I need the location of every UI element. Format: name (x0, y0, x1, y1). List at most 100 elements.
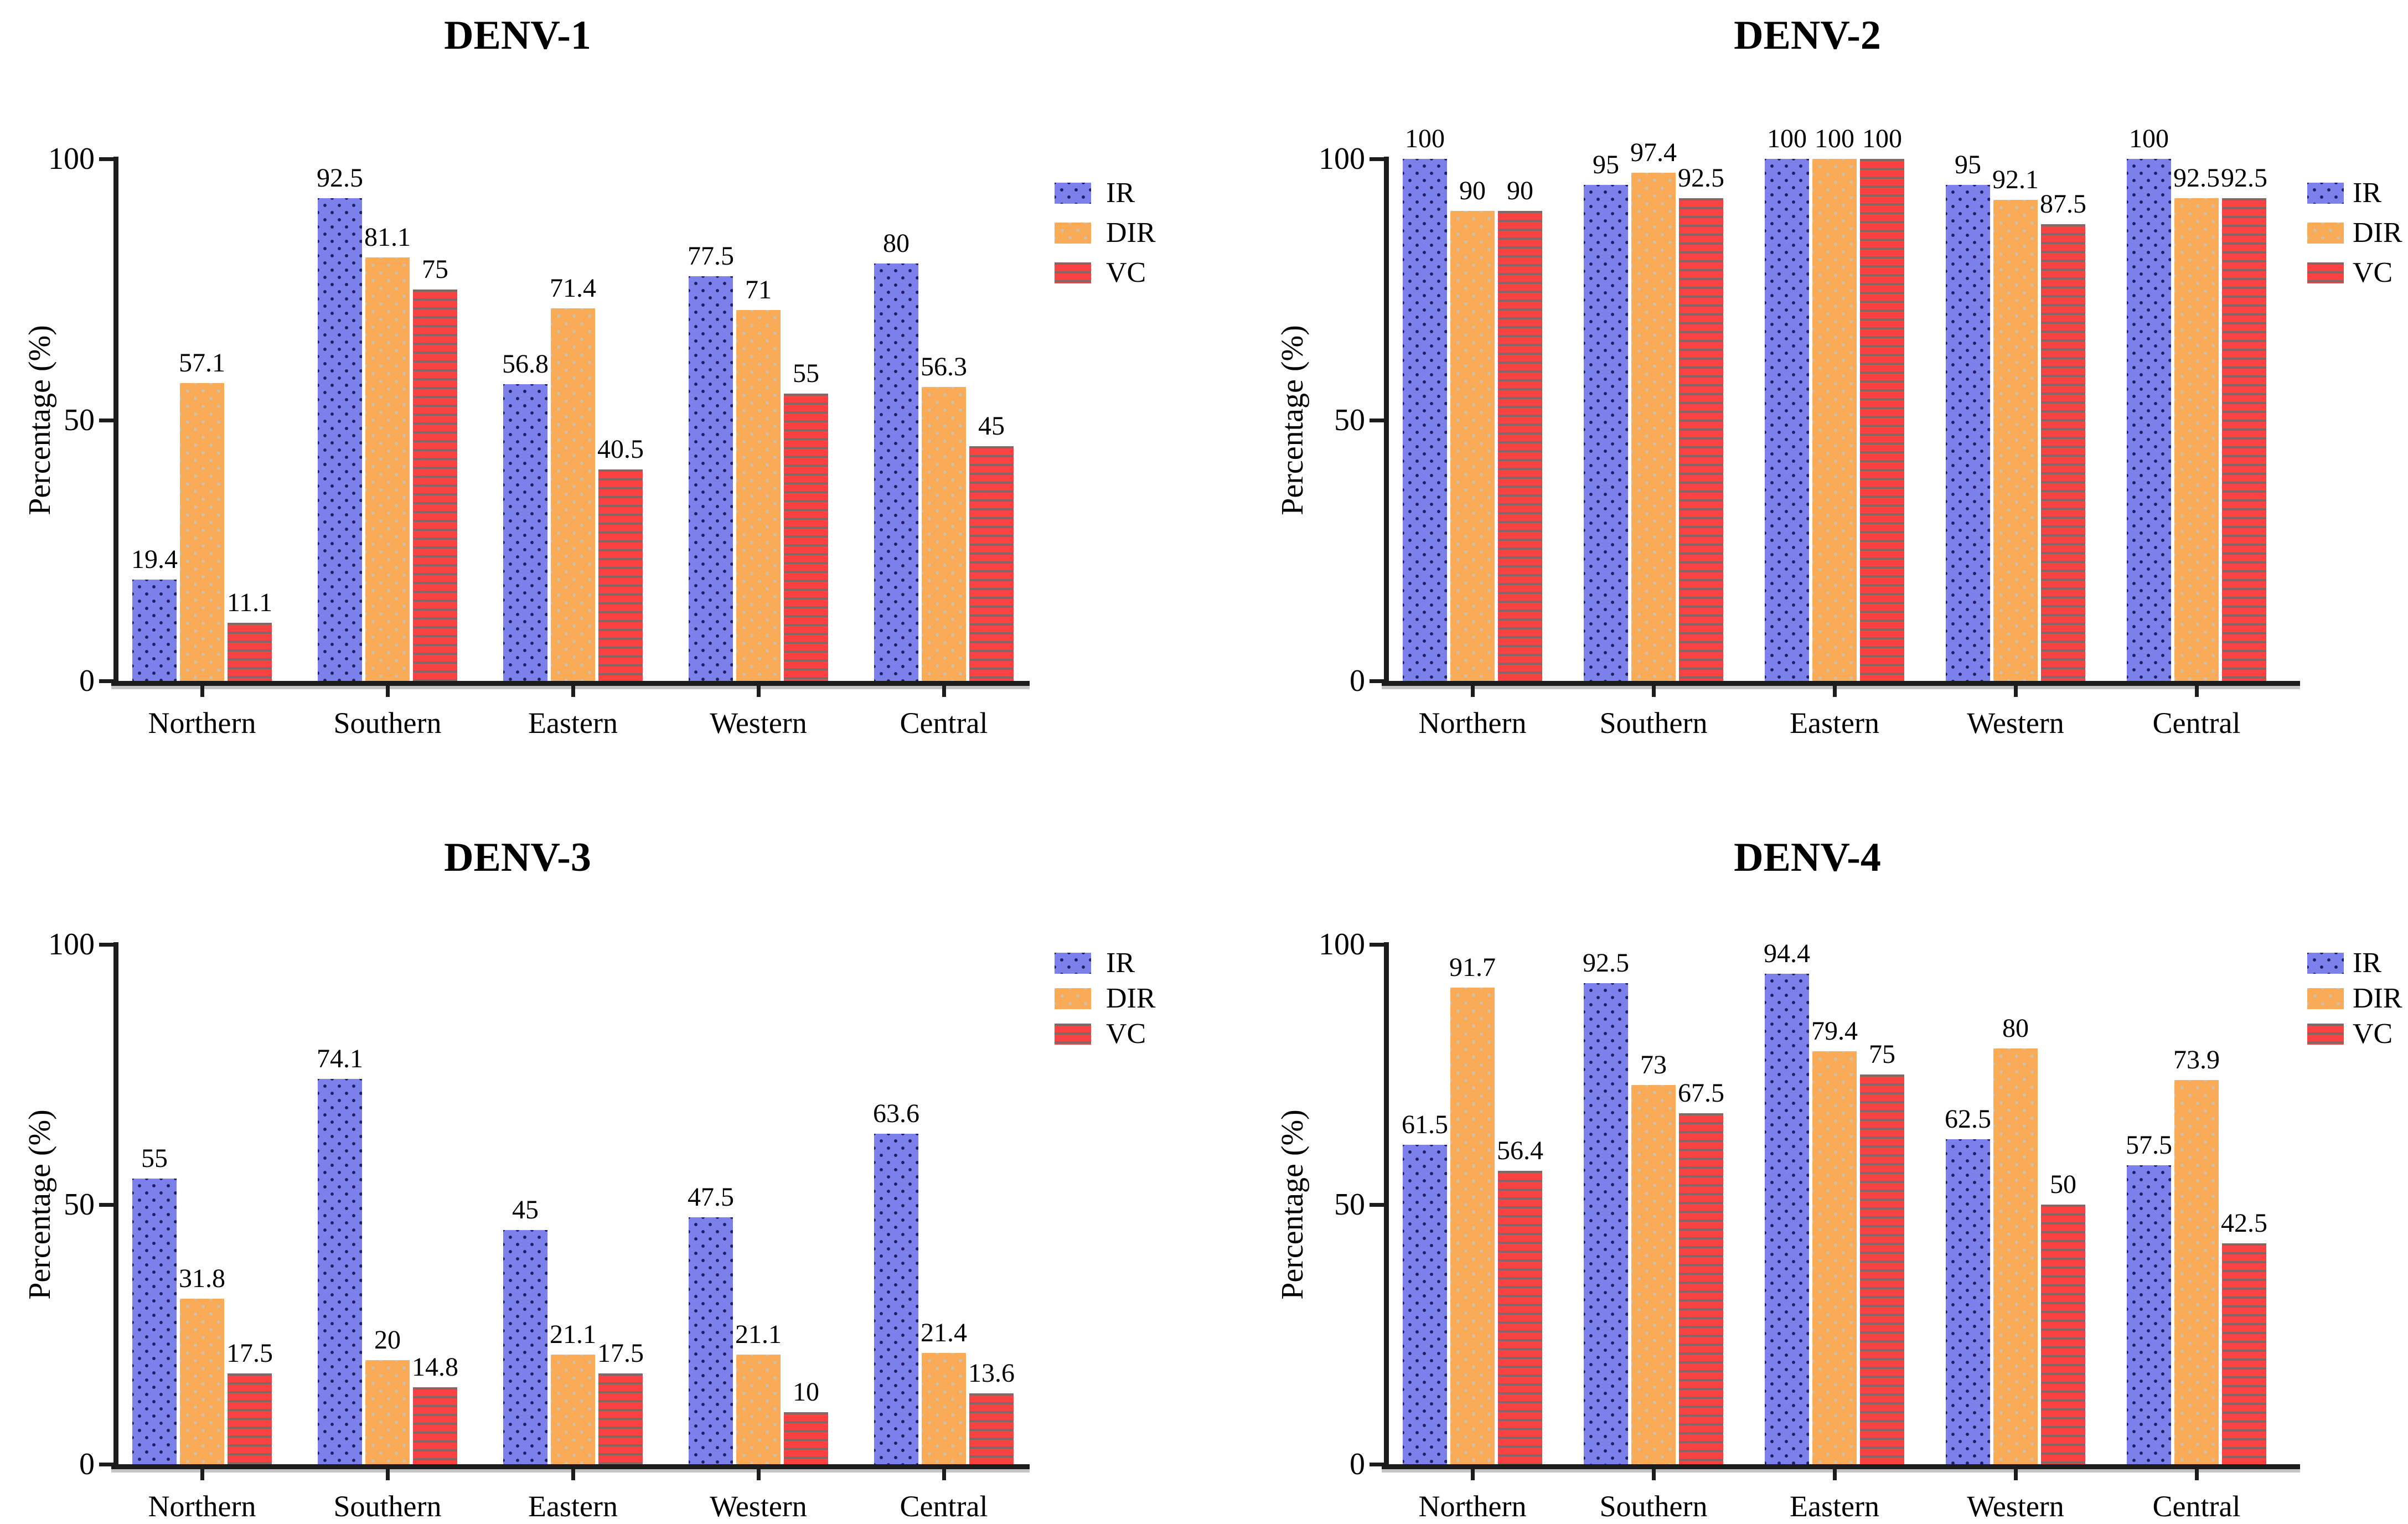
bar-ir-northern (132, 1178, 177, 1464)
legend-swatch-ir (1055, 183, 1091, 204)
bar-vc-northern (228, 623, 272, 681)
y-tick-100 (99, 157, 113, 161)
bar-value-vc-southern: 67.5 (1678, 1078, 1724, 1108)
bar-value-dir-southern: 81.1 (364, 223, 411, 252)
bar-value-ir-eastern: 94.4 (1764, 938, 1810, 968)
legend-label-dir: DIR (1106, 983, 1156, 1014)
bar-value-vc-southern: 92.5 (1678, 163, 1724, 193)
bar-value-ir-central: 57.5 (2126, 1130, 2172, 1160)
bar-value-ir-northern: 55 (141, 1143, 168, 1173)
bar-vc-southern (1679, 198, 1723, 681)
x-tick-western (757, 1469, 761, 1480)
panel-title-denv-3: DENV-3 (444, 835, 591, 880)
bar-value-ir-western: 47.5 (688, 1182, 734, 1212)
bar-ir-central (874, 1133, 918, 1464)
bar-vc-northern (228, 1373, 272, 1464)
bar-value-dir-southern: 20 (374, 1325, 401, 1355)
bar-value-dir-western: 92.1 (1992, 165, 2039, 195)
bar-dir-central (922, 1353, 966, 1464)
bar-value-dir-northern: 31.8 (179, 1264, 225, 1294)
x-label-central: Central (2152, 1490, 2241, 1523)
y-axis-spine (1384, 942, 1389, 1469)
legend-label-ir: IR (2353, 177, 2381, 209)
panel-title-denv-1: DENV-1 (444, 13, 591, 58)
bar-vc-western (2041, 224, 2085, 681)
x-tick-western (757, 686, 761, 697)
x-label-western: Western (710, 706, 807, 740)
bar-ir-eastern (503, 384, 547, 681)
legend-label-dir: DIR (2353, 217, 2402, 249)
bar-ir-central (874, 263, 918, 681)
x-label-eastern: Eastern (528, 1490, 618, 1523)
y-tick-label-50: 50 (64, 402, 95, 437)
x-tick-eastern (1833, 1469, 1837, 1480)
y-tick-50 (1370, 418, 1384, 422)
x-label-southern: Southern (1599, 1490, 1708, 1523)
bar-vc-central (969, 446, 1014, 681)
y-tick-label-100: 100 (1319, 927, 1365, 962)
bar-dir-central (2174, 1080, 2219, 1464)
legend-swatch-vc (1055, 262, 1091, 283)
y-tick-label-50: 50 (64, 1187, 95, 1222)
bar-value-ir-western: 77.5 (688, 241, 734, 271)
bar-dir-eastern (551, 1354, 595, 1464)
bar-vc-central (969, 1393, 1014, 1464)
x-label-central: Central (2152, 706, 2241, 740)
bar-dir-southern (365, 257, 410, 681)
bar-value-dir-western: 80 (2002, 1013, 2029, 1043)
y-tick-0 (1370, 1463, 1384, 1466)
bar-value-vc-western: 10 (793, 1377, 819, 1407)
bar-value-vc-northern: 17.5 (226, 1338, 273, 1368)
y-axis-spine (113, 942, 118, 1469)
bar-dir-western (736, 1354, 781, 1464)
bar-vc-southern (413, 289, 457, 681)
legend-label-ir: IR (2353, 947, 2381, 979)
bar-ir-southern (1584, 185, 1628, 681)
bar-value-dir-central: 73.9 (2173, 1045, 2220, 1075)
y-tick-label-50: 50 (1334, 402, 1365, 437)
bar-value-ir-central: 100 (2129, 124, 2169, 153)
x-label-northern: Northern (1418, 1490, 1527, 1523)
x-label-western: Western (1967, 1490, 2064, 1523)
bar-value-ir-southern: 92.5 (317, 163, 363, 193)
legend-label-dir: DIR (1106, 217, 1156, 249)
bar-value-ir-central: 63.6 (873, 1098, 919, 1128)
bar-value-dir-central: 56.3 (921, 352, 967, 382)
bar-value-vc-northern: 11.1 (226, 588, 273, 618)
y-tick-0 (99, 1463, 113, 1466)
bar-vc-western (784, 394, 828, 681)
x-tick-western (2014, 1469, 2018, 1480)
bar-dir-eastern (551, 308, 595, 681)
x-label-central: Central (900, 1490, 988, 1523)
bar-ir-northern (132, 580, 177, 681)
bar-dir-northern (1450, 987, 1495, 1464)
legend-swatch-dir (2307, 988, 2344, 1009)
y-tick-label-0: 0 (1350, 664, 1365, 698)
bar-dir-northern (180, 383, 224, 681)
bar-vc-northern (1498, 1171, 1542, 1464)
bar-value-ir-eastern: 100 (1767, 124, 1807, 153)
bar-value-dir-central: 92.5 (2173, 163, 2220, 193)
bar-value-dir-eastern: 100 (1815, 124, 1854, 153)
bar-dir-western (736, 310, 781, 681)
bar-value-dir-eastern: 79.4 (1811, 1016, 1858, 1046)
bar-value-dir-southern: 97.4 (1630, 137, 1677, 167)
bar-ir-southern (318, 198, 362, 681)
bar-dir-southern (365, 1360, 410, 1464)
bar-dir-eastern (1812, 1051, 1857, 1464)
bar-vc-southern (1679, 1113, 1723, 1464)
legend-label-vc: VC (2353, 1018, 2393, 1050)
y-axis-spine (113, 157, 118, 686)
x-label-southern: Southern (333, 1490, 442, 1523)
x-tick-western (2014, 686, 2018, 697)
bar-value-vc-central: 92.5 (2221, 163, 2267, 193)
x-tick-southern (386, 686, 390, 697)
x-tick-northern (200, 1469, 204, 1480)
bar-dir-southern (1631, 172, 1676, 681)
x-tick-northern (1471, 686, 1475, 697)
bar-value-ir-northern: 61.5 (1402, 1109, 1448, 1139)
bar-ir-southern (318, 1079, 362, 1464)
bar-value-ir-southern: 74.1 (317, 1044, 363, 1074)
y-tick-label-50: 50 (1334, 1187, 1365, 1222)
